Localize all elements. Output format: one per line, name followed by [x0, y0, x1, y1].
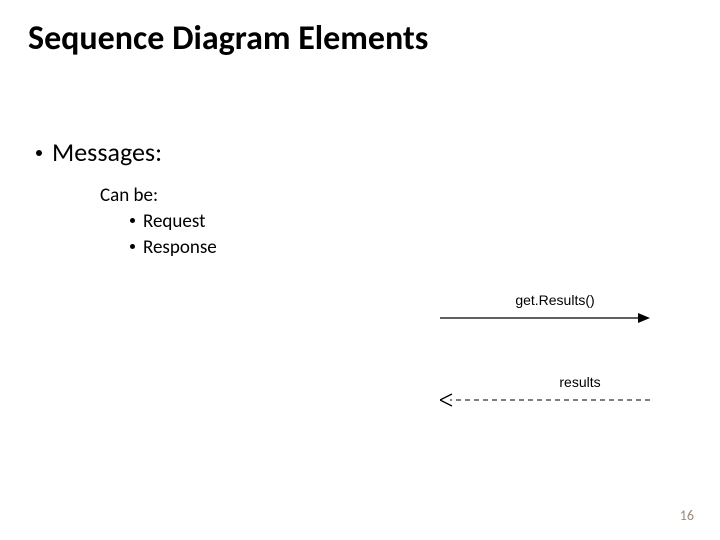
page-title: Sequence Diagram Elements [28, 18, 428, 59]
arrows-svg [440, 290, 670, 450]
bullet-dot-icon [130, 244, 135, 249]
sub-item-request: Request [130, 210, 205, 233]
sub-item-response: Response [130, 236, 217, 259]
message-arrows-diagram: get.Results() results [440, 290, 670, 450]
bullet-dot-icon [130, 218, 135, 223]
request-arrow-label: get.Results() [495, 292, 615, 308]
response-arrow-label: results [540, 374, 620, 390]
response-arrow [440, 394, 650, 406]
bullet-messages-label: Messages: [52, 136, 162, 168]
bullet-messages: Messages: [36, 136, 162, 168]
request-arrow [440, 313, 650, 323]
sub-item-request-label: Request [143, 210, 205, 233]
sub-intro: Can be: [100, 184, 158, 207]
sub-item-response-label: Response [143, 236, 217, 259]
bullet-dot-icon [36, 150, 42, 156]
page-number: 16 [680, 507, 694, 524]
slide: Sequence Diagram Elements Messages: Can … [0, 0, 720, 540]
